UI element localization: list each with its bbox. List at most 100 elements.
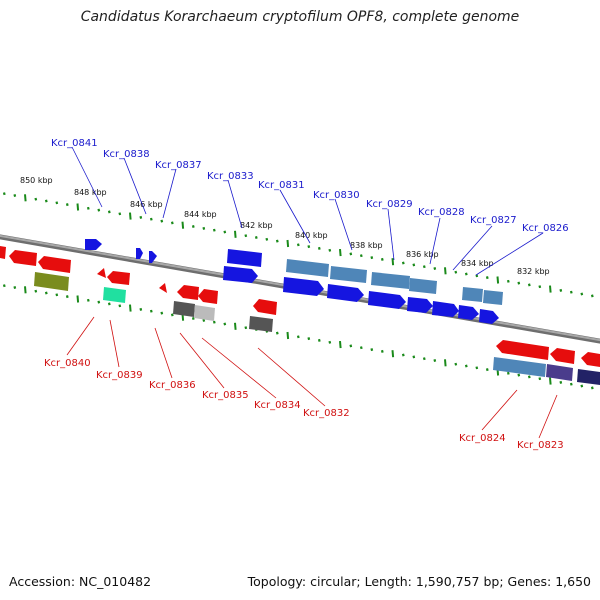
minor-tick (223, 230, 227, 234)
gene-arrow[interactable] (9, 250, 37, 266)
gene-arrow[interactable] (283, 277, 324, 296)
gene-arrow[interactable] (38, 256, 71, 273)
minor-tick (349, 344, 353, 348)
gene-label-kcr-0828[interactable]: Kcr_0828 (418, 207, 465, 218)
minor-tick (328, 340, 332, 344)
minor-tick (149, 217, 153, 221)
gene-label-kcr-0830[interactable]: Kcr_0830 (313, 190, 360, 201)
gene-box[interactable] (577, 369, 600, 385)
minor-tick (454, 270, 458, 274)
gene-box[interactable] (173, 301, 195, 317)
gene-box[interactable] (371, 272, 410, 289)
gene-label-kcr-0824[interactable]: Kcr_0824 (459, 433, 506, 444)
gene-label-kcr-0834[interactable]: Kcr_0834 (254, 400, 301, 411)
gene-arrow[interactable] (149, 251, 157, 263)
minor-tick (170, 221, 174, 225)
gene-label-kcr-0826[interactable]: Kcr_0826 (522, 223, 569, 234)
gene-label-kcr-0832[interactable]: Kcr_0832 (303, 408, 350, 419)
minor-tick (580, 384, 584, 388)
minor-tick (212, 228, 216, 232)
gene-arrow[interactable] (177, 285, 199, 300)
gene-box[interactable] (194, 305, 215, 321)
gene-box[interactable] (330, 266, 367, 283)
major-tick (391, 350, 395, 358)
gene-arrow[interactable] (327, 284, 364, 302)
minor-tick (118, 212, 122, 216)
gene-arrow[interactable] (253, 299, 277, 315)
gene-label-kcr-0823[interactable]: Kcr_0823 (517, 440, 564, 451)
gene-label-kcr-0840[interactable]: Kcr_0840 (44, 358, 91, 369)
gene-arrow[interactable] (159, 283, 167, 293)
gene-box[interactable] (34, 272, 69, 291)
minor-tick (401, 353, 405, 357)
gene-box[interactable] (249, 316, 273, 332)
gene-label-kcr-0835[interactable]: Kcr_0835 (202, 390, 249, 401)
minor-tick (13, 194, 17, 197)
minor-tick (254, 236, 258, 239)
gene-label-kcr-0841[interactable]: Kcr_0841 (51, 138, 98, 149)
gene-arrow[interactable] (479, 309, 499, 324)
scale-label: 840 kbp (295, 231, 328, 240)
gene-arrow[interactable] (550, 348, 575, 364)
minor-tick (34, 289, 38, 293)
gene-box[interactable] (483, 290, 503, 305)
minor-tick (517, 281, 521, 285)
gene-label-kcr-0827[interactable]: Kcr_0827 (470, 215, 517, 226)
minor-tick (118, 304, 122, 308)
gene-arrow[interactable] (0, 246, 6, 259)
gene-box[interactable] (493, 357, 546, 377)
gene-arrow[interactable] (407, 297, 433, 313)
gene-arrow[interactable] (432, 301, 459, 317)
gene-arrow[interactable] (223, 266, 258, 283)
minor-tick (55, 201, 59, 205)
gene-box[interactable] (546, 364, 573, 381)
gene-label-kcr-0831[interactable]: Kcr_0831 (258, 180, 305, 191)
gene-box[interactable] (103, 287, 126, 303)
major-tick (444, 359, 447, 367)
gene-label-kcr-0839[interactable]: Kcr_0839 (96, 370, 143, 381)
gene-arrow[interactable] (97, 268, 106, 278)
minor-tick (86, 298, 90, 302)
gene-arrow[interactable] (368, 291, 406, 309)
gene-arrow[interactable] (581, 352, 600, 367)
major-tick (549, 377, 552, 385)
gene-box[interactable] (409, 278, 437, 294)
minor-tick (380, 257, 384, 261)
minor-tick (517, 373, 521, 377)
major-tick (234, 230, 237, 238)
gene-arrow[interactable] (496, 340, 549, 360)
gene-arrow[interactable] (458, 305, 479, 320)
gene-arrow[interactable] (107, 271, 130, 285)
gene-label-kcr-0837[interactable]: Kcr_0837 (155, 160, 202, 171)
minor-tick (506, 371, 510, 375)
gene-arrow[interactable] (227, 249, 262, 267)
gene-label-kcr-0829[interactable]: Kcr_0829 (366, 199, 413, 210)
minor-tick (538, 377, 542, 381)
minor-tick (317, 246, 321, 250)
minor-tick (139, 307, 143, 311)
minor-tick (590, 386, 594, 390)
gene-label-kcr-0833[interactable]: Kcr_0833 (207, 171, 254, 182)
minor-tick (538, 285, 542, 289)
minor-tick (359, 254, 363, 258)
gene-arrow[interactable] (198, 289, 218, 304)
gene-box[interactable] (286, 259, 329, 277)
topology-label: Topology: circular; Length: 1,590,757 bp… (247, 574, 591, 589)
minor-tick (527, 283, 531, 287)
major-tick (444, 267, 447, 275)
minor-tick (149, 309, 153, 313)
gene-arrow[interactable] (136, 248, 143, 259)
major-tick (286, 331, 290, 340)
minor-tick (275, 239, 279, 243)
gene-arrow[interactable] (85, 239, 102, 250)
gene-box[interactable] (462, 287, 483, 302)
genome-title: Candidatus Korarchaeum cryptofilum OPF8,… (80, 9, 520, 25)
reverse-leader-lines (66, 316, 558, 439)
minor-tick (191, 317, 195, 320)
minor-tick (307, 337, 311, 341)
gene-label-kcr-0838[interactable]: Kcr_0838 (103, 149, 150, 160)
minor-tick (590, 294, 594, 298)
gene-label-kcr-0836[interactable]: Kcr_0836 (149, 380, 196, 391)
reverse-gene-track (0, 246, 600, 385)
major-tick (76, 203, 80, 211)
